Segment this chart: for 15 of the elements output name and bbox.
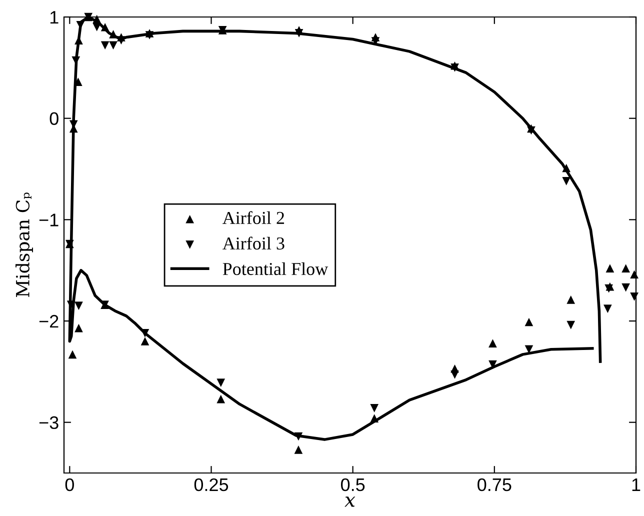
x-tick-label: 0.5	[340, 478, 365, 492]
y-tick-label: −3	[39, 416, 58, 430]
legend-label: Airfoil 3	[222, 236, 284, 250]
x-axis-title: x	[344, 496, 356, 507]
legend-label: Airfoil 2	[222, 211, 284, 224]
y-tick-label: 0	[50, 112, 58, 126]
y-tick-label: −1	[39, 214, 58, 226]
x-tick-label: 0.25	[194, 478, 228, 492]
y-tick-label: −2	[39, 314, 58, 328]
y-axis-title: Midspan Cₚ	[16, 192, 33, 298]
legend-label: Potential Flow	[222, 262, 328, 276]
x-tick-label: 1	[632, 478, 640, 491]
y-tick-label: 1	[50, 11, 58, 24]
x-tick-label: 0.75	[478, 478, 512, 492]
x-tick-label: 0	[65, 478, 74, 492]
